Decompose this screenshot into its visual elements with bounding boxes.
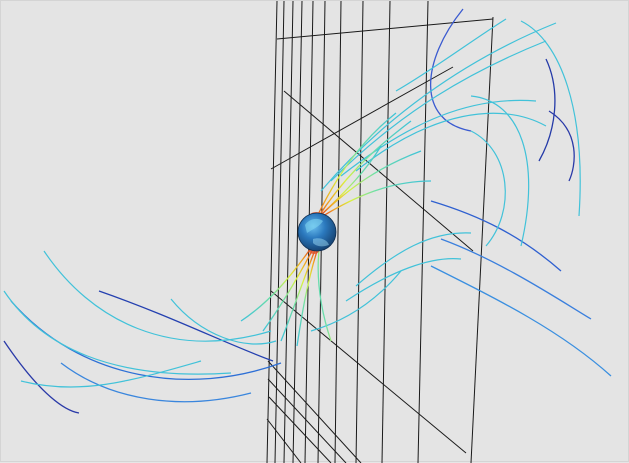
field-lines-inner [240, 112, 432, 347]
field-lines-cyan [3, 18, 581, 388]
earth-globe-icon[interactable] [297, 212, 337, 252]
field-lines-outer [3, 8, 612, 414]
